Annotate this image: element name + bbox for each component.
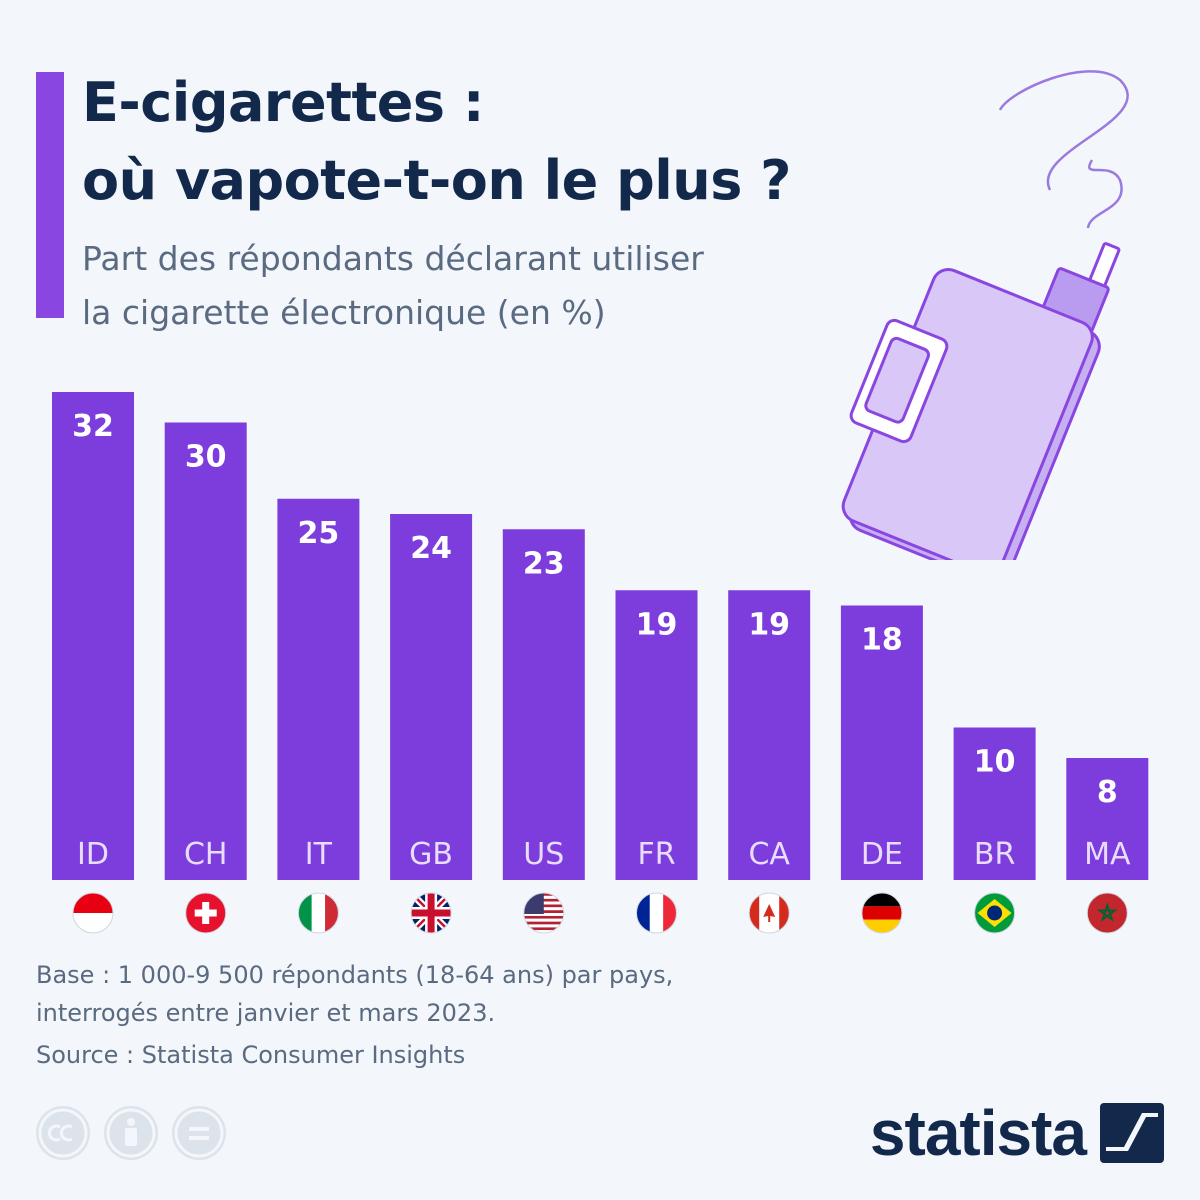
category-label-us: US xyxy=(523,837,564,872)
bar-it xyxy=(277,498,360,880)
value-label-it: 25 xyxy=(298,516,340,551)
italy-flag-icon xyxy=(297,892,339,934)
logo-text: statista xyxy=(869,1097,1087,1169)
accent-bar xyxy=(36,72,64,318)
source-text: Source : Statista Consumer Insights xyxy=(36,1041,466,1069)
by-icon[interactable] xyxy=(104,1106,158,1160)
switzerland-flag-icon xyxy=(185,892,227,934)
category-label-fr: FR xyxy=(637,837,675,872)
bar-br xyxy=(953,727,1036,880)
category-label-ch: CH xyxy=(184,837,228,872)
page-subtitle: Part des répondants déclarant utiliser l… xyxy=(82,232,704,340)
category-label-br: BR xyxy=(974,837,1015,872)
value-label-br: 10 xyxy=(974,745,1016,780)
statista-logo[interactable]: statista xyxy=(870,1096,1164,1170)
value-label-us: 23 xyxy=(523,546,565,581)
bar-ch xyxy=(164,422,247,880)
category-label-ca: CA xyxy=(748,837,790,872)
footnote-line-2: interrogés entre janvier et mars 2023. xyxy=(36,999,496,1027)
bar-fr xyxy=(615,590,698,880)
footer: Base : 1 000-9 500 répondants (18-64 ans… xyxy=(36,956,673,1074)
subtitle-line-2: la cigarette électronique (en %) xyxy=(82,293,606,332)
category-label-ma: MA xyxy=(1084,837,1131,872)
morocco-flag-icon xyxy=(1086,892,1128,934)
value-label-fr: 19 xyxy=(636,607,678,642)
usa-flag-icon xyxy=(523,892,565,934)
category-label-gb: GB xyxy=(409,837,453,872)
category-label-de: DE xyxy=(861,837,903,872)
value-label-de: 18 xyxy=(861,623,903,658)
bar-de xyxy=(840,605,923,880)
value-label-ca: 19 xyxy=(748,607,790,642)
canada-flag-icon xyxy=(748,892,790,934)
footnote-line-1: Base : 1 000-9 500 répondants (18-64 ans… xyxy=(36,961,674,989)
uk-flag-icon xyxy=(410,892,452,934)
value-label-gb: 24 xyxy=(410,531,452,566)
value-label-id: 32 xyxy=(72,409,114,444)
page-title: E-cigarettes : où vapote-t-on le plus ? xyxy=(82,64,791,220)
indonesia-flag-icon xyxy=(72,892,114,934)
brazil-flag-icon xyxy=(974,892,1016,934)
subtitle-line-1: Part des répondants déclarant utiliser xyxy=(82,239,704,278)
value-label-ma: 8 xyxy=(1097,775,1118,810)
bar-gb xyxy=(390,514,473,880)
value-label-ch: 30 xyxy=(185,440,227,475)
germany-flag-icon xyxy=(861,892,903,934)
vape-illustration-icon xyxy=(841,70,1129,560)
footnote: Base : 1 000-9 500 répondants (18-64 ans… xyxy=(36,956,673,1032)
france-flag-icon xyxy=(636,892,677,934)
bar-ma xyxy=(1066,758,1149,880)
category-label-id: ID xyxy=(77,837,109,872)
title-line-2: où vapote-t-on le plus ? xyxy=(82,149,791,212)
bar-ca xyxy=(728,590,811,880)
license-icons xyxy=(36,1106,226,1160)
bar-us xyxy=(502,529,585,880)
nd-icon[interactable] xyxy=(172,1106,226,1160)
bar-id xyxy=(52,392,134,880)
title-line-1: E-cigarettes : xyxy=(82,71,484,134)
cc-icon[interactable] xyxy=(36,1106,90,1160)
statista-mark-icon xyxy=(1100,1103,1164,1163)
category-label-it: IT xyxy=(305,837,333,872)
